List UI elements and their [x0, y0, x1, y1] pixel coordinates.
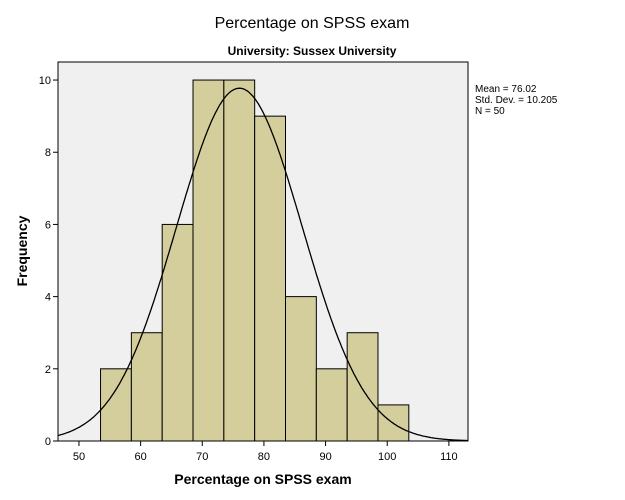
y-tick-label: 6	[45, 219, 51, 231]
y-tick-label: 10	[39, 75, 51, 87]
y-tick-label: 2	[45, 364, 51, 376]
histogram-bar	[285, 296, 317, 442]
stats-label: Mean = 76.02	[475, 84, 537, 95]
histogram-bar	[346, 332, 379, 442]
x-tick-label: 60	[134, 451, 146, 463]
x-tick-label: 100	[378, 451, 396, 463]
histogram-bar	[192, 79, 225, 442]
x-tick-label: 110	[440, 451, 458, 463]
x-tick-label: 80	[258, 451, 270, 463]
stats-label: Std. Dev. = 10.205	[475, 95, 558, 106]
histogram-bar	[161, 223, 194, 442]
x-axis-label: Percentage on SPSS exam	[174, 471, 351, 487]
x-tick-label: 90	[319, 451, 331, 463]
histogram-bar	[223, 79, 256, 442]
x-tick-label: 70	[196, 451, 208, 463]
chart-title: Percentage on SPSS exam	[215, 15, 410, 32]
histogram-bar	[315, 368, 348, 442]
y-tick-label: 0	[45, 436, 51, 448]
x-tick-label: 50	[73, 451, 85, 463]
y-tick-label: 4	[45, 292, 51, 304]
chart-subtitle: University: Sussex University	[228, 44, 397, 58]
histogram-bar	[130, 332, 163, 442]
y-axis-label: Frequency	[14, 215, 30, 286]
stats-label: N = 50	[475, 106, 505, 117]
normal-curve	[57, 87, 468, 442]
histogram-bar	[254, 115, 287, 442]
y-tick-label: 8	[45, 147, 51, 159]
